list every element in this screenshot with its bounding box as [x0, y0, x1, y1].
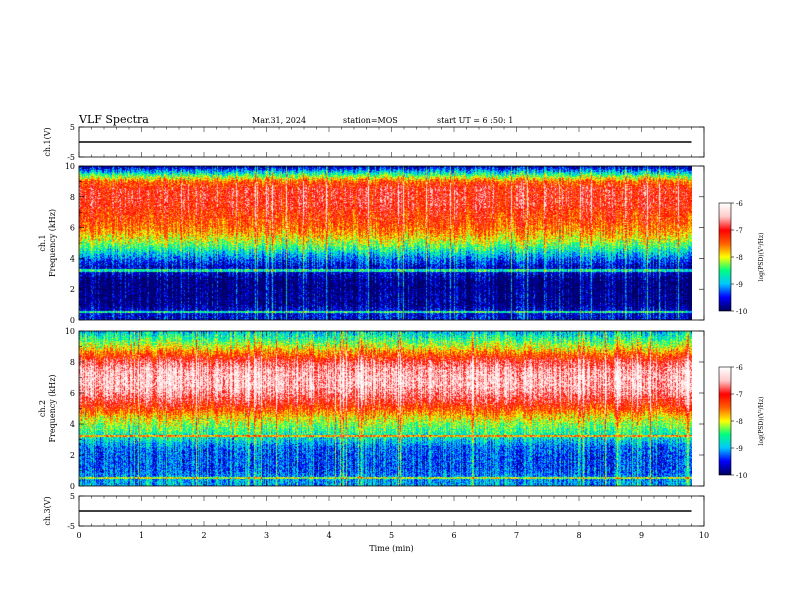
y-tick-label-3-0: 5	[70, 492, 75, 501]
figure-date: Mar.31, 2024	[252, 116, 306, 125]
colorbar-tick-label-1-3: -9	[736, 281, 743, 289]
colorbar-label-1: log(PSD)(V²/Hz)	[758, 233, 765, 282]
x-tick-label-2: 2	[201, 531, 206, 540]
y-tick-label-1-4: 8	[70, 193, 75, 202]
y-tick-label-1-3: 6	[70, 224, 75, 233]
y-tick-label-2-3: 6	[70, 389, 75, 398]
y-tick-label-3-1: -5	[67, 522, 75, 531]
y-tick-label-0-1: -5	[67, 153, 75, 162]
y-tick-label-2-2: 4	[70, 420, 75, 429]
colorbar-gradient-1	[719, 203, 731, 311]
y-tick-label-0-0: 5	[70, 123, 75, 132]
x-tick-label-6: 6	[451, 531, 456, 540]
colorbar-gradient-2	[719, 367, 731, 475]
y-tick-label-1-1: 2	[70, 285, 75, 294]
colorbar-tick-label-1-1: -7	[736, 227, 743, 235]
y-tick-label-1-5: 10	[65, 162, 75, 171]
y-axis-label-1-1: Frequency (kHz)	[48, 209, 57, 277]
x-tick-label-0: 0	[76, 531, 81, 540]
x-tick-label-5: 5	[389, 531, 394, 540]
figure-start-time: start UT = 6 :50: 1	[437, 116, 513, 125]
x-tick-label-8: 8	[576, 531, 581, 540]
y-tick-label-1-2: 4	[70, 254, 75, 263]
y-axis-label-0-0: ch.1(V)	[43, 127, 52, 156]
colorbar-tick-label-1-2: -8	[736, 254, 743, 262]
y-tick-label-2-0: 0	[70, 482, 75, 491]
y-axis-label-1-0: ch.1	[38, 234, 47, 251]
y-tick-label-1-0: 0	[70, 316, 75, 325]
colorbar-tick-label-2-3: -9	[736, 445, 743, 453]
plot-area: 5 -5 ch.1(V) -6 -7 -8 -9 -10 log(PSD)(V²/Hz) 0 2 4 6…	[38, 123, 765, 553]
y-tick-label-2-5: 10	[65, 327, 75, 336]
figure-station: station=MOS	[343, 116, 398, 125]
figure-title: VLF Spectra	[78, 113, 149, 126]
colorbar-tick-label-1-0: -6	[736, 200, 743, 208]
y-tick-label-2-4: 8	[70, 358, 75, 367]
colorbar-label-2: log(PSD)(V²/Hz)	[758, 397, 765, 446]
y-axis-label-2-0: ch.2	[38, 400, 47, 417]
x-tick-label-9: 9	[639, 531, 644, 540]
x-axis-label: Time (min)	[369, 544, 413, 553]
x-tick-label-4: 4	[326, 531, 331, 540]
colorbar-tick-label-2-4: -10	[736, 472, 747, 480]
colorbar-tick-label-1-4: -10	[736, 308, 747, 316]
x-tick-label-1: 1	[139, 531, 144, 540]
colorbar-tick-label-2-2: -8	[736, 418, 743, 426]
spectrogram-image-1	[79, 166, 692, 320]
y-tick-label-2-1: 2	[70, 451, 75, 460]
spectrogram-image-2	[79, 331, 692, 486]
y-axis-label-3-0: ch.3(V)	[43, 496, 52, 525]
y-axis-label-2-1: Frequency (kHz)	[48, 374, 57, 442]
colorbar-tick-label-2-0: -6	[736, 364, 743, 372]
colorbar-tick-label-2-1: -7	[736, 391, 743, 399]
x-tick-label-10: 10	[699, 531, 709, 540]
x-tick-label-7: 7	[514, 531, 519, 540]
x-tick-label-3: 3	[264, 531, 269, 540]
